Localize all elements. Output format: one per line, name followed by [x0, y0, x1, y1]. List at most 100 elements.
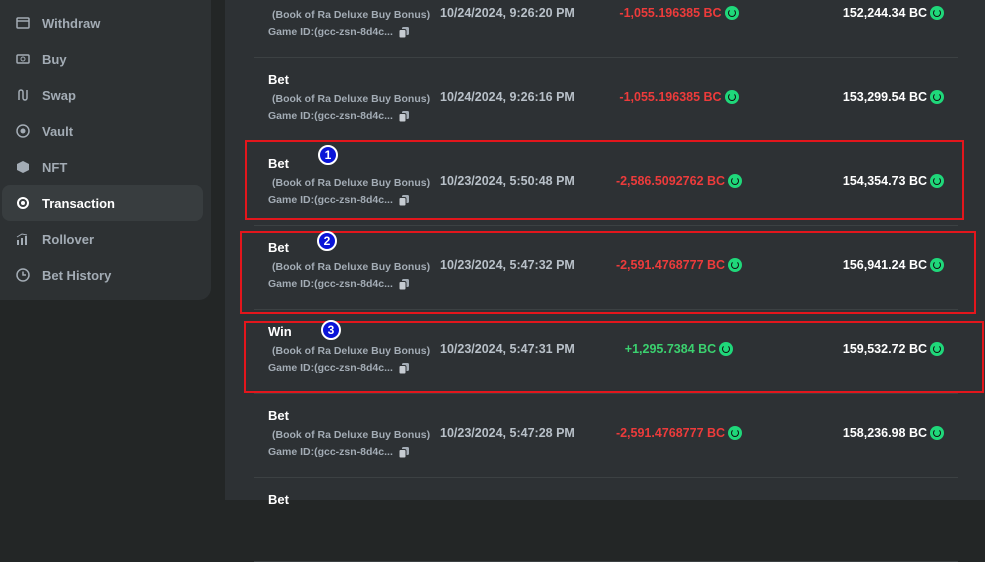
- annotation-badge-1: 1: [318, 145, 338, 165]
- bc-coin-icon: [930, 258, 944, 272]
- transaction-row: Bet (Book of Ra Deluxe Buy Bonus) Game ID:…: [254, 142, 958, 226]
- copy-icon[interactable]: [398, 110, 409, 122]
- bc-coin-icon: [724, 6, 739, 20]
- game-id: Game ID:(gcc-zsn-8d4c...: [268, 278, 409, 290]
- game-id-text: Game ID:(gcc-zsn-8d4c...: [268, 446, 393, 458]
- sidebar-item-bet-history[interactable]: Bet History: [2, 257, 203, 293]
- bc-coin-icon: [930, 426, 944, 440]
- bc-coin-icon: [728, 174, 743, 188]
- sidebar-item-label: Buy: [42, 51, 67, 67]
- swap-icon: [18, 89, 28, 101]
- game-name: (Book of Ra Deluxe Buy Bonus): [272, 93, 431, 105]
- bc-coin-icon: [728, 426, 743, 440]
- copy-icon[interactable]: [398, 278, 409, 290]
- withdraw-icon: [16, 17, 30, 29]
- sidebar-item-withdraw[interactable]: Withdraw: [2, 5, 203, 41]
- transaction-icon: [17, 197, 29, 209]
- sidebar-item-label: NFT: [42, 159, 68, 175]
- sidebar-item-vault[interactable]: Vault: [2, 113, 203, 149]
- transaction-date: 10/23/2024, 5:47:31 PM: [440, 342, 575, 356]
- balance-text: 158,236.98 BC: [842, 426, 927, 440]
- bc-coin-icon: [724, 90, 739, 104]
- game-id: Game ID:(gcc-zsn-8d4c...: [268, 194, 409, 206]
- transaction-type: Bet: [268, 0, 289, 3]
- copy-icon[interactable]: [398, 194, 409, 206]
- game-name: (Book of Ra Deluxe Buy Bonus): [272, 9, 431, 21]
- transaction-type: Bet: [268, 156, 289, 171]
- game-id-text: Game ID:(gcc-zsn-8d4c...: [268, 26, 393, 38]
- transaction-amount: -2,591.4768777 BC: [584, 258, 774, 272]
- transaction-amount: -1,055.196385 BC: [584, 90, 774, 104]
- bc-coin-icon: [930, 6, 944, 20]
- balance: 159,532.72 BC: [843, 342, 944, 356]
- transaction-date: 10/23/2024, 5:47:28 PM: [440, 426, 575, 440]
- sidebar: Withdraw Buy Swap Vault NFT Transaction Rollov…: [0, 0, 211, 300]
- transaction-amount: -1,055.196385 BC: [584, 6, 774, 20]
- nft-icon: [17, 161, 29, 173]
- sidebar-item-label: Withdraw: [42, 15, 101, 31]
- transaction-date: 10/24/2024, 9:26:16 PM: [440, 90, 575, 104]
- sidebar-item-buy[interactable]: Buy: [2, 41, 203, 77]
- balance: 153,299.54 BC: [843, 90, 944, 104]
- transaction-row: Bet (Book of Ra Deluxe Buy Bonus) Game ID:…: [254, 226, 958, 310]
- sidebar-item-swap[interactable]: Swap: [2, 77, 203, 113]
- buy-icon: [16, 54, 30, 64]
- transaction-row: Bet: [254, 478, 958, 562]
- balance: 152,244.34 BC: [843, 6, 944, 20]
- bc-coin-icon: [930, 90, 944, 104]
- transaction-row: Bet (Book of Ra Deluxe Buy Bonus) Game ID:…: [254, 58, 958, 142]
- transaction-amount: -2,591.4768777 BC: [584, 426, 774, 440]
- game-id: Game ID:(gcc-zsn-8d4c...: [268, 110, 409, 122]
- balance-text: 156,941.24 BC: [842, 258, 927, 272]
- balance-text: 154,354.73 BC: [842, 174, 927, 188]
- transaction-date: 10/23/2024, 5:50:48 PM: [440, 174, 575, 188]
- annotation-badge-2: 2: [317, 231, 337, 251]
- game-id-text: Game ID:(gcc-zsn-8d4c...: [268, 362, 393, 374]
- transaction-row: Bet (Book of Ra Deluxe Buy Bonus) Game ID:…: [254, 394, 958, 478]
- sidebar-item-label: Transaction: [42, 195, 115, 211]
- annotation-box-1: [245, 140, 964, 220]
- transaction-row: Bet (Book of Ra Deluxe Buy Bonus) Game ID:…: [254, 0, 958, 58]
- balance: 158,236.98 BC: [843, 426, 944, 440]
- amount-text: -1,055.196385 BC: [619, 90, 722, 104]
- sidebar-item-transaction[interactable]: Transaction: [2, 185, 203, 221]
- game-name: (Book of Ra Deluxe Buy Bonus): [272, 261, 431, 273]
- sidebar-item-label: Vault: [42, 123, 74, 139]
- rollover-icon: [16, 233, 28, 245]
- game-id-text: Game ID:(gcc-zsn-8d4c...: [268, 194, 393, 206]
- game-name: (Book of Ra Deluxe Buy Bonus): [272, 177, 431, 189]
- sidebar-item-label: Swap: [42, 87, 76, 103]
- bc-coin-icon: [930, 174, 944, 188]
- sidebar-item-rollover[interactable]: Rollover: [2, 221, 203, 257]
- transaction-date: 10/24/2024, 9:26:20 PM: [440, 6, 575, 20]
- game-id: Game ID:(gcc-zsn-8d4c...: [268, 362, 409, 374]
- sidebar-item-nft[interactable]: NFT: [2, 149, 203, 185]
- balance-text: 152,244.34 BC: [842, 6, 927, 20]
- bc-coin-icon: [719, 342, 734, 356]
- balance: 154,354.73 BC: [843, 174, 944, 188]
- amount-text: -2,591.4768777 BC: [615, 426, 726, 440]
- clock-icon: [16, 268, 30, 282]
- copy-icon[interactable]: [398, 362, 409, 374]
- transaction-list: Bet (Book of Ra Deluxe Buy Bonus) Game ID:…: [225, 0, 985, 562]
- transaction-date: 10/23/2024, 5:47:32 PM: [440, 258, 575, 272]
- game-id-text: Game ID:(gcc-zsn-8d4c...: [268, 278, 393, 290]
- transaction-type: Bet: [268, 240, 289, 255]
- game-id: Game ID:(gcc-zsn-8d4c...: [268, 446, 409, 458]
- amount-text: -1,055.196385 BC: [619, 6, 722, 20]
- annotation-box-3: [244, 321, 984, 393]
- amount-text: +1,295.7384 BC: [624, 342, 717, 356]
- bc-coin-icon: [930, 342, 944, 356]
- transaction-type: Bet: [268, 72, 289, 87]
- bc-coin-icon: [728, 258, 743, 272]
- game-id: Game ID:(gcc-zsn-8d4c...: [268, 26, 409, 38]
- sidebar-item-label: Rollover: [42, 231, 95, 247]
- transaction-type: Bet: [268, 408, 289, 423]
- sidebar-item-label: Bet History: [42, 267, 112, 283]
- transaction-amount: +1,295.7384 BC: [584, 342, 774, 356]
- copy-icon[interactable]: [398, 26, 409, 38]
- balance: 156,941.24 BC: [843, 258, 944, 272]
- copy-icon[interactable]: [398, 446, 409, 458]
- vault-icon: [16, 124, 30, 138]
- balance-text: 153,299.54 BC: [842, 90, 927, 104]
